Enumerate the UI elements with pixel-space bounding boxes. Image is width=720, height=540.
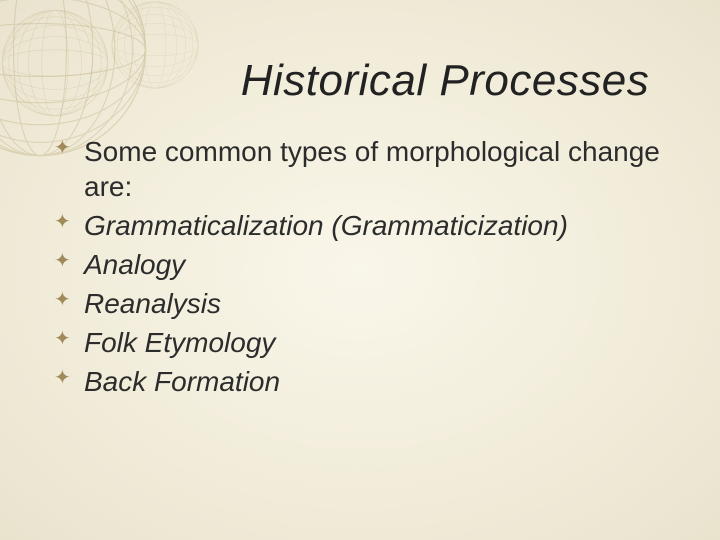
bullet-list: Some common types of morphological chang… xyxy=(54,134,680,399)
bullet-text: Back Formation xyxy=(84,366,280,397)
bullet-text: Reanalysis xyxy=(84,288,221,319)
slide-body: Some common types of morphological chang… xyxy=(54,134,680,399)
bullet-item: Analogy xyxy=(54,247,680,282)
bullet-text: Folk Etymology xyxy=(84,327,275,358)
bullet-item: Back Formation xyxy=(54,364,680,399)
bullet-item: Reanalysis xyxy=(54,286,680,321)
bullet-item: Grammaticalization (Grammaticization) xyxy=(54,208,680,243)
bullet-text: Grammaticalization (Grammaticization) xyxy=(84,210,568,241)
bullet-item: Folk Etymology xyxy=(54,325,680,360)
bullet-text: Analogy xyxy=(84,249,185,280)
slide-title: Historical Processes xyxy=(210,56,680,106)
slide-container: Historical Processes Some common types o… xyxy=(0,0,720,540)
bullet-text: Some common types of morphological chang… xyxy=(84,136,660,202)
bullet-item: Some common types of morphological chang… xyxy=(54,134,680,204)
